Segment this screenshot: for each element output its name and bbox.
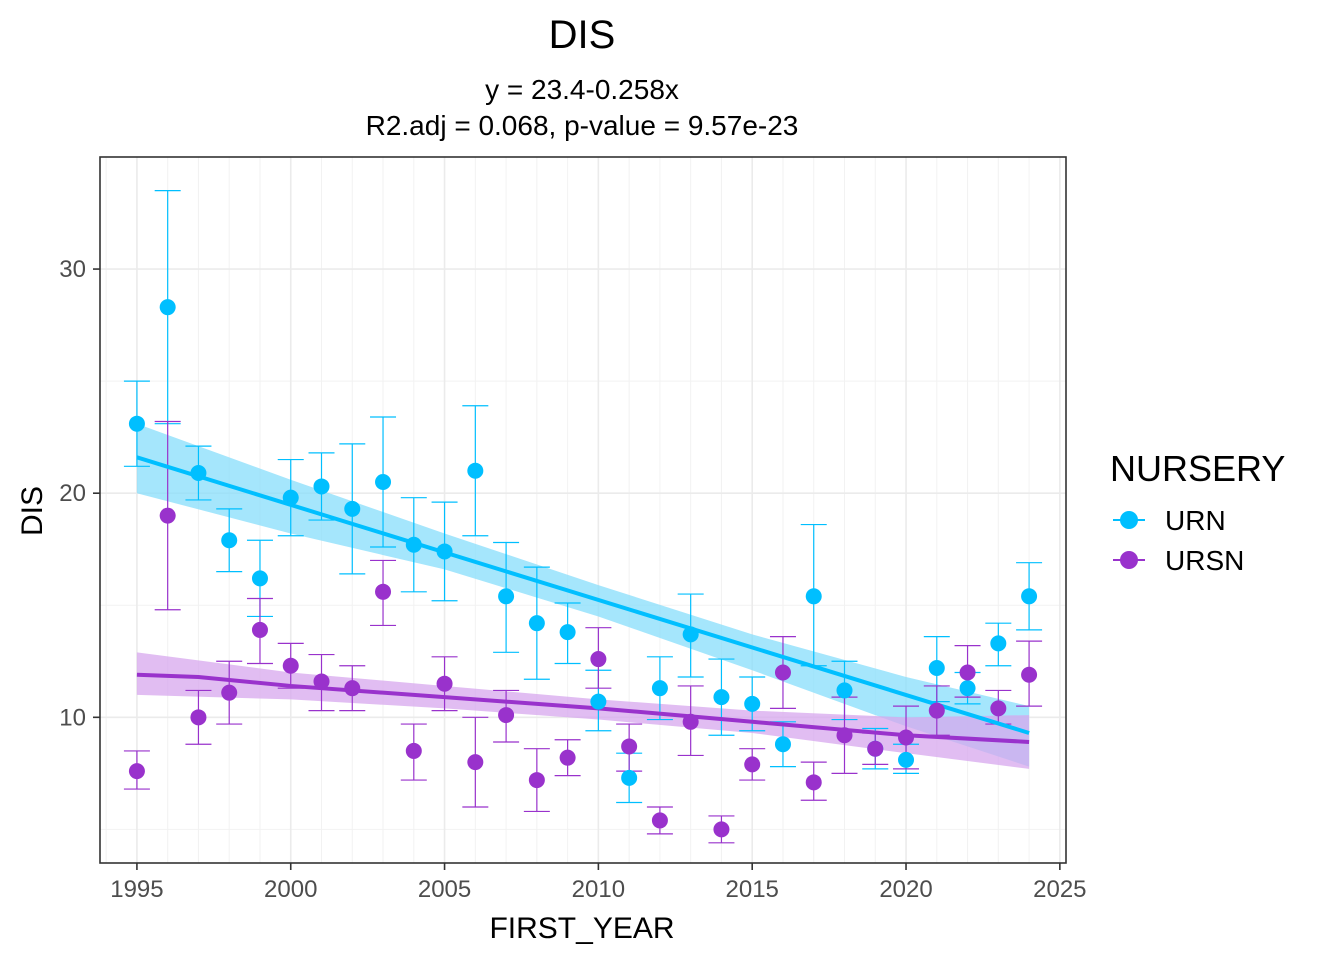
data-point-ursn: [959, 664, 976, 681]
y-tick-label: 20: [59, 480, 86, 507]
data-point-ursn: [805, 774, 822, 791]
y-axis: 10 20 30: [59, 256, 100, 731]
plot-frame: [99, 156, 1067, 864]
data-point-ursn: [498, 707, 515, 724]
chart-title: DIS: [549, 13, 616, 57]
data-point-urn: [651, 680, 668, 697]
data-point-ursn: [405, 742, 422, 759]
legend-item-ursn: URSN: [1113, 545, 1244, 576]
data-point-ursn: [251, 621, 268, 638]
data-point-urn: [405, 536, 422, 553]
x-tick-label: 2000: [264, 876, 317, 903]
x-tick-label: 2005: [418, 876, 471, 903]
chart-subtitle-equation: y = 23.4-0.258x: [485, 74, 679, 105]
y-tick-label: 10: [59, 704, 86, 731]
data-point-urn: [898, 751, 915, 768]
data-point-ursn: [867, 740, 884, 757]
data-point-urn: [159, 299, 176, 316]
data-point-ursn: [190, 709, 207, 726]
data-point-urn: [559, 624, 576, 641]
data-point-urn: [744, 695, 761, 712]
data-points: [128, 299, 1038, 838]
data-point-ursn: [713, 821, 730, 838]
chart-subtitle-stats: R2.adj = 0.068, p-value = 9.57e-23: [366, 110, 799, 141]
legend-key-dot: [1120, 511, 1138, 529]
data-point-ursn: [682, 713, 699, 730]
data-point-ursn: [313, 673, 330, 690]
legend-item-urn: URN: [1113, 505, 1226, 536]
data-point-urn: [375, 473, 392, 490]
data-point-urn: [221, 532, 238, 549]
data-point-ursn: [621, 738, 638, 755]
data-point-urn: [590, 693, 607, 710]
data-point-urn: [251, 570, 268, 587]
data-point-ursn: [744, 756, 761, 773]
data-point-ursn: [282, 657, 299, 674]
x-tick-label: 1995: [110, 876, 163, 903]
x-tick-label: 2015: [726, 876, 779, 903]
data-point-urn: [344, 500, 361, 517]
data-point-ursn: [928, 702, 945, 719]
data-point-urn: [713, 689, 730, 706]
data-point-urn: [836, 682, 853, 699]
x-axis-label: FIRST_YEAR: [489, 912, 674, 945]
data-point-ursn: [467, 754, 484, 771]
x-tick-label: 2010: [572, 876, 625, 903]
legend-label: URSN: [1165, 545, 1244, 576]
data-point-ursn: [375, 583, 392, 600]
data-point-urn: [682, 626, 699, 643]
data-point-ursn: [651, 812, 668, 829]
data-point-urn: [959, 680, 976, 697]
data-point-urn: [128, 415, 145, 432]
data-point-ursn: [836, 727, 853, 744]
data-point-ursn: [1021, 666, 1038, 683]
panel-border: [99, 156, 1067, 864]
data-point-urn: [1021, 588, 1038, 605]
data-point-ursn: [436, 675, 453, 692]
legend: NURSERY URN URSN: [1110, 448, 1285, 576]
data-point-ursn: [159, 507, 176, 524]
legend-title: NURSERY: [1110, 448, 1285, 489]
data-point-ursn: [774, 664, 791, 681]
data-point-urn: [528, 615, 545, 632]
trend-line-ursn: [136, 672, 1030, 744]
x-tick-label: 2020: [879, 876, 932, 903]
data-point-urn: [928, 660, 945, 677]
data-point-urn: [436, 543, 453, 560]
x-tick-label: 2025: [1033, 876, 1086, 903]
data-point-ursn: [128, 763, 145, 780]
data-point-urn: [774, 736, 791, 753]
legend-label: URN: [1165, 505, 1226, 536]
data-point-ursn: [990, 700, 1007, 717]
data-point-ursn: [221, 684, 238, 701]
data-point-urn: [190, 465, 207, 482]
data-point-ursn: [344, 680, 361, 697]
data-point-urn: [498, 588, 515, 605]
data-point-urn: [313, 478, 330, 495]
data-point-urn: [990, 635, 1007, 652]
y-tick-label: 30: [59, 256, 86, 283]
data-point-urn: [282, 489, 299, 506]
x-axis: 1995 2000 2005 2010 2015 2020 2025: [110, 863, 1087, 903]
data-point-ursn: [528, 772, 545, 789]
data-point-urn: [805, 588, 822, 605]
data-point-ursn: [590, 651, 607, 668]
data-point-urn: [621, 769, 638, 786]
confidence-band-ursn: [136, 652, 1030, 769]
legend-key-dot: [1120, 551, 1138, 569]
data-point-ursn: [559, 749, 576, 766]
data-point-urn: [467, 462, 484, 479]
y-axis-label: DIS: [16, 486, 49, 536]
data-point-ursn: [898, 729, 915, 746]
